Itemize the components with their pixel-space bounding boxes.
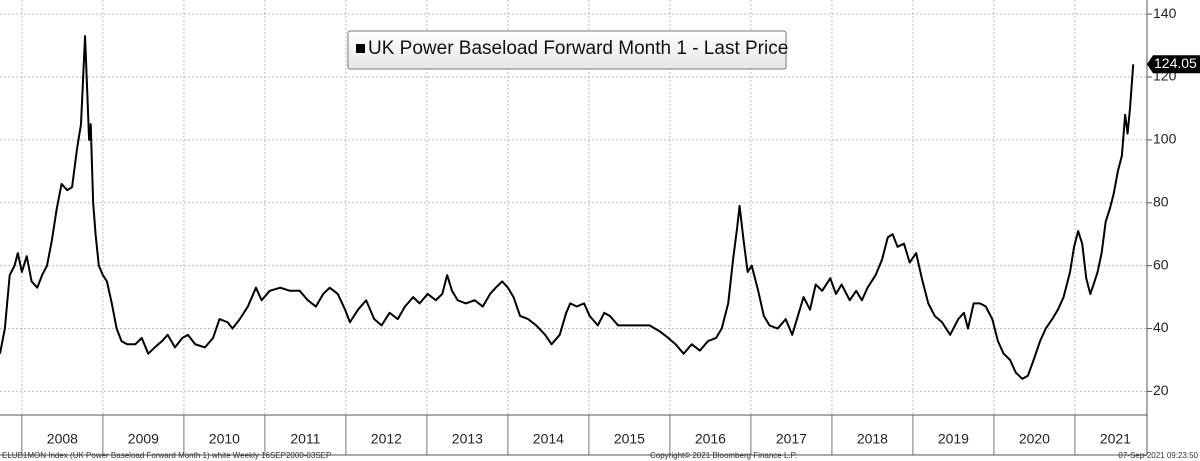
last-price-tag [1147,55,1200,74]
line-series [0,35,1135,380]
y-tick-label: 80 [1153,193,1169,209]
y-tick-label: 20 [1153,382,1169,398]
legend-box [347,30,787,70]
x-tick-label: 2014 [533,431,564,447]
x-tick-label: 2018 [857,431,888,447]
footer-left: ELUB1MON Index (UK Power Baseload Forwar… [2,451,331,460]
y-tick-label: 60 [1153,256,1169,272]
x-tick-label: 2013 [452,431,483,447]
legend: UK Power Baseload Forward Month 1 - Last… [347,30,788,70]
footer-center: Copyright© 2021 Bloomberg Finance L.P. [650,451,797,460]
footer-right: 07-Sep-2021 09:23:50 [1118,451,1198,460]
x-tick-label: 2011 [290,431,320,447]
x-tick-label: 2012 [371,431,402,447]
x-tick-label: 2016 [695,431,726,447]
x-tick-label: 2017 [776,431,807,447]
last-price-label: 124.05 [1154,55,1197,71]
x-tick-label: 2020 [1019,431,1050,447]
x-tick-label: 2019 [938,431,969,447]
x-tick-label: 2015 [614,431,645,447]
y-tick-label: 100 [1153,131,1177,147]
x-tick-label: 2010 [209,431,240,447]
plot [0,35,1135,380]
grid [0,0,1152,455]
legend-label: UK Power Baseload Forward Month 1 - Last… [368,38,788,59]
x-tick-label: 2021 [1100,431,1131,447]
x-tick-label: 2009 [128,431,159,447]
legend-swatch [356,44,365,53]
y-tick-label: 40 [1153,319,1169,335]
x-tick-label: 2008 [47,431,78,447]
y-tick-label: 140 [1153,5,1177,21]
